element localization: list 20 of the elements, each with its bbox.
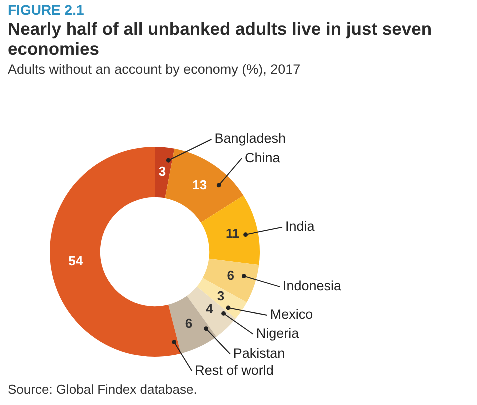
data-label: 54 — [68, 254, 84, 269]
slice-label: Nigeria — [256, 326, 300, 342]
slice-label: India — [286, 219, 316, 234]
data-label: 3 — [158, 164, 166, 180]
data-label: 3 — [217, 288, 225, 304]
data-label: 4 — [206, 302, 214, 317]
chart-title: Nearly half of all unbanked adults live in just seven economies — [8, 19, 434, 59]
data-label: 11 — [226, 226, 240, 242]
slice-label: Indonesia — [282, 278, 342, 294]
data-label: 13 — [192, 178, 208, 193]
slice-label: China — [244, 150, 281, 166]
data-label: 6 — [185, 316, 193, 331]
slice-label: Bangladesh — [214, 131, 286, 146]
slice-label: Pakistan — [233, 346, 286, 361]
caption: FIGURE 2.1 — [8, 2, 84, 18]
data-label: 6 — [227, 268, 235, 284]
slice-label: Rest of world — [195, 362, 274, 378]
slice-label: Mexico — [270, 307, 314, 322]
chart-subtitle: Adults without an account by economy (%), 2017 — [8, 62, 301, 77]
source-note: Source: Global Findex database. — [8, 382, 198, 397]
